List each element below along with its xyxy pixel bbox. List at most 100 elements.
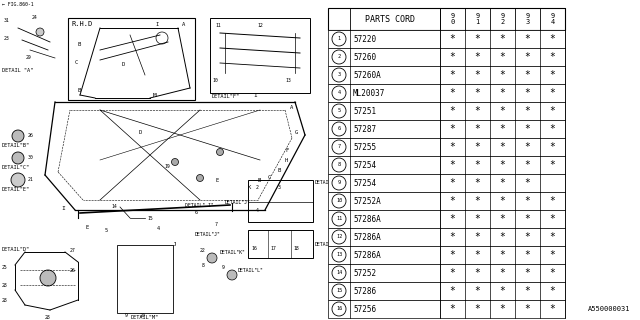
Text: *: * xyxy=(525,196,531,206)
Circle shape xyxy=(332,176,346,190)
Circle shape xyxy=(172,158,179,165)
Bar xyxy=(328,246,565,264)
Text: B: B xyxy=(77,88,80,93)
Circle shape xyxy=(332,158,346,172)
Text: *: * xyxy=(550,70,556,80)
Text: 15: 15 xyxy=(336,289,342,293)
Text: DETAIL"L": DETAIL"L" xyxy=(238,268,264,273)
Text: R.H.D: R.H.D xyxy=(72,21,93,27)
Text: *: * xyxy=(449,52,456,62)
Circle shape xyxy=(332,266,346,280)
Circle shape xyxy=(196,174,204,181)
Circle shape xyxy=(133,269,157,293)
Text: 57286A: 57286A xyxy=(353,251,381,260)
Text: *: * xyxy=(550,124,556,134)
Text: 57286A: 57286A xyxy=(353,214,381,223)
Text: 17: 17 xyxy=(270,246,276,251)
Text: 12: 12 xyxy=(336,235,342,239)
Circle shape xyxy=(12,130,24,142)
Text: 20: 20 xyxy=(140,313,146,318)
Bar xyxy=(328,282,565,300)
Text: 2: 2 xyxy=(256,185,259,190)
Text: 57254: 57254 xyxy=(353,179,376,188)
Text: *: * xyxy=(475,196,481,206)
Text: *: * xyxy=(550,106,556,116)
Text: B: B xyxy=(258,178,261,183)
Text: I: I xyxy=(61,205,65,211)
Text: 24: 24 xyxy=(32,15,38,20)
Text: 9
2: 9 2 xyxy=(500,13,504,25)
Text: *: * xyxy=(550,304,556,314)
Text: B: B xyxy=(77,42,80,47)
Text: *: * xyxy=(500,106,506,116)
Text: M: M xyxy=(153,93,157,98)
Text: 4: 4 xyxy=(256,208,259,213)
Text: 9
0: 9 0 xyxy=(451,13,454,25)
Text: 21: 21 xyxy=(28,177,34,182)
Text: 28: 28 xyxy=(45,315,51,320)
Circle shape xyxy=(332,302,346,316)
Text: 16: 16 xyxy=(251,246,257,251)
Bar xyxy=(328,30,565,48)
Text: 11: 11 xyxy=(336,217,342,221)
Text: *: * xyxy=(475,88,481,98)
Text: *: * xyxy=(525,304,531,314)
Text: *: * xyxy=(449,88,456,98)
Text: ← FIG.860-1: ← FIG.860-1 xyxy=(2,2,34,7)
Text: E: E xyxy=(215,178,218,182)
Text: 57255: 57255 xyxy=(353,142,376,151)
Text: 2: 2 xyxy=(337,54,340,60)
Bar xyxy=(328,84,565,102)
Text: *: * xyxy=(500,70,506,80)
Circle shape xyxy=(332,194,346,208)
Text: *: * xyxy=(475,250,481,260)
Text: ML20037: ML20037 xyxy=(353,89,385,98)
Text: *: * xyxy=(500,232,506,242)
Text: *: * xyxy=(500,34,506,44)
Text: 9
3: 9 3 xyxy=(525,13,530,25)
Text: 8: 8 xyxy=(202,263,205,268)
Text: *: * xyxy=(525,88,531,98)
Text: 27: 27 xyxy=(70,248,76,253)
Text: *: * xyxy=(449,160,456,170)
Text: *: * xyxy=(500,124,506,134)
Circle shape xyxy=(12,152,24,164)
Circle shape xyxy=(227,270,237,280)
Text: *: * xyxy=(475,214,481,224)
Text: 18: 18 xyxy=(293,246,299,251)
Text: *: * xyxy=(550,160,556,170)
Text: *: * xyxy=(449,124,456,134)
Text: *: * xyxy=(449,304,456,314)
Circle shape xyxy=(332,68,346,82)
Text: 12: 12 xyxy=(257,23,263,28)
Text: *: * xyxy=(500,88,506,98)
Text: *: * xyxy=(475,106,481,116)
Text: *: * xyxy=(449,214,456,224)
Text: *: * xyxy=(550,232,556,242)
Text: *: * xyxy=(449,70,456,80)
Text: A: A xyxy=(290,105,293,110)
Text: 9
4: 9 4 xyxy=(550,13,555,25)
Text: *: * xyxy=(475,268,481,278)
Text: *: * xyxy=(525,52,531,62)
Text: DETAIL"J": DETAIL"J" xyxy=(195,232,221,237)
Text: 57286A: 57286A xyxy=(353,233,381,242)
Text: E: E xyxy=(85,225,88,230)
Text: *: * xyxy=(550,214,556,224)
Text: *: * xyxy=(500,52,506,62)
Bar xyxy=(328,300,565,318)
Text: *: * xyxy=(550,88,556,98)
Text: *: * xyxy=(449,250,456,260)
Text: *: * xyxy=(550,34,556,44)
Text: 57220: 57220 xyxy=(353,35,376,44)
Text: 9: 9 xyxy=(222,265,225,270)
Text: 9
1: 9 1 xyxy=(476,13,479,25)
Text: 31: 31 xyxy=(4,18,10,23)
Text: DETAIL" I": DETAIL" I" xyxy=(185,203,214,208)
Text: 28: 28 xyxy=(2,283,8,288)
Bar xyxy=(328,138,565,156)
Text: *: * xyxy=(475,52,481,62)
Text: *: * xyxy=(525,106,531,116)
Text: *: * xyxy=(475,124,481,134)
Text: *: * xyxy=(500,250,506,260)
